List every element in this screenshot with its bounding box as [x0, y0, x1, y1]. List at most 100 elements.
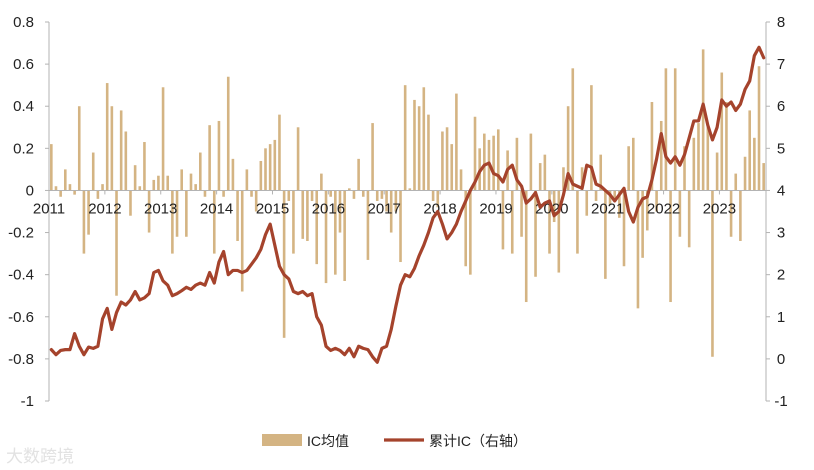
right-y-tick-label: 6 [777, 98, 785, 115]
ic-bar [645, 190, 649, 231]
ic-bar [659, 120, 663, 191]
ic-bar [194, 184, 197, 191]
ic-bar [157, 175, 160, 191]
x-tick-label: 2023 [703, 200, 736, 217]
ic-bar [296, 127, 300, 191]
right-y-ticks: 8 7 6 5 4 3 2 1 0 -1 [766, 14, 788, 410]
ic-bar [208, 125, 211, 191]
legend-line-label: 累计IC（右轴） [429, 433, 527, 449]
ic-bar [408, 188, 412, 191]
ic-bar [380, 190, 384, 199]
ic-bar [743, 156, 747, 191]
ic-bar [278, 114, 281, 191]
ic-bar [138, 186, 142, 191]
ic-bar [594, 190, 598, 201]
ic-bar [59, 190, 62, 197]
ic-bar [604, 190, 607, 279]
x-tick-label: 2014 [200, 200, 233, 217]
ic-bar [324, 190, 328, 284]
ic-bar [133, 165, 137, 191]
ic-bar [77, 106, 81, 191]
ic-bar [320, 173, 323, 191]
ic-bar [334, 190, 337, 275]
ic-bar [292, 190, 295, 254]
ic-bar [399, 190, 402, 263]
left-y-tick-label: -0.8 [8, 351, 34, 368]
ic-bar [720, 72, 724, 191]
ic-bar [315, 190, 319, 265]
ic-bar [143, 142, 146, 191]
ic-bar [692, 137, 696, 191]
ic-bar [115, 190, 118, 296]
ic-bar [538, 163, 542, 191]
ic-bar [669, 190, 672, 303]
legend-bar-swatch [262, 434, 302, 446]
left-y-tick-label: -0.2 [8, 225, 34, 242]
left-y-tick-label: 0.8 [13, 14, 34, 31]
ic-bar [473, 116, 477, 191]
ic-bar [571, 68, 575, 191]
ic-bar [697, 123, 700, 191]
left-y-tick-label: -0.4 [8, 267, 34, 284]
ic-bar [520, 190, 523, 237]
x-tick-label: 2021 [591, 200, 624, 217]
ic-bar [361, 190, 365, 197]
ic-bar [585, 190, 589, 216]
ic-bar [641, 190, 644, 258]
ic-bar [352, 190, 356, 199]
ic-bar [590, 85, 593, 191]
ic-bar [566, 106, 570, 191]
ic-bar [189, 173, 193, 191]
ic-bar [580, 167, 584, 191]
ic-bar [236, 190, 239, 241]
ic-bar [711, 190, 714, 357]
ic-bar [101, 184, 104, 191]
ic-bar [245, 169, 249, 191]
ic-bar [54, 186, 58, 191]
ic-bar [282, 190, 286, 338]
ic-bar [199, 152, 202, 191]
ic-bar [576, 190, 579, 254]
ic-bar [757, 66, 761, 191]
ic-bar [627, 146, 630, 191]
ic-bar [562, 167, 565, 191]
x-tick-label: 2019 [479, 200, 512, 217]
x-tick-label: 2017 [368, 200, 401, 217]
ic-bar [287, 190, 291, 201]
ic-bar [427, 114, 430, 191]
right-y-tick-label: 0 [777, 351, 785, 368]
ic-mean-bars [50, 49, 765, 357]
ic-bar [301, 190, 305, 239]
ic-bar [152, 179, 156, 191]
ic-bar [105, 83, 109, 191]
ic-bar [250, 190, 253, 197]
ic-bar [739, 190, 742, 241]
ic-bar [403, 85, 407, 191]
x-tick-label: 2012 [88, 200, 121, 217]
x-tick-label: 2016 [312, 200, 345, 217]
ic-bar [548, 190, 551, 254]
ic-bar [171, 190, 174, 254]
legend-bar-label: IC均值 [307, 433, 349, 449]
ic-bar [436, 190, 440, 208]
right-y-tick-label: 8 [777, 14, 785, 31]
x-tick-label: 2011 [33, 200, 65, 217]
right-y-tick-label: -1 [774, 393, 787, 410]
ic-bar [185, 190, 188, 237]
ic-bar [254, 190, 258, 212]
ic-bar [64, 169, 67, 191]
ic-bar [87, 190, 90, 235]
ic-bar [147, 190, 151, 233]
ic-bar [371, 123, 374, 191]
ic-bar [613, 190, 616, 201]
ic-bar [534, 190, 537, 277]
left-y-tick-label: 0.4 [13, 98, 34, 115]
ic-bar [510, 190, 514, 254]
ic-bar [240, 190, 244, 292]
ic-bar [385, 190, 388, 212]
ic-bar [180, 169, 183, 191]
ic-bar [217, 120, 221, 191]
watermark: 大数跨境 [6, 447, 74, 467]
ic-bar [748, 110, 751, 191]
